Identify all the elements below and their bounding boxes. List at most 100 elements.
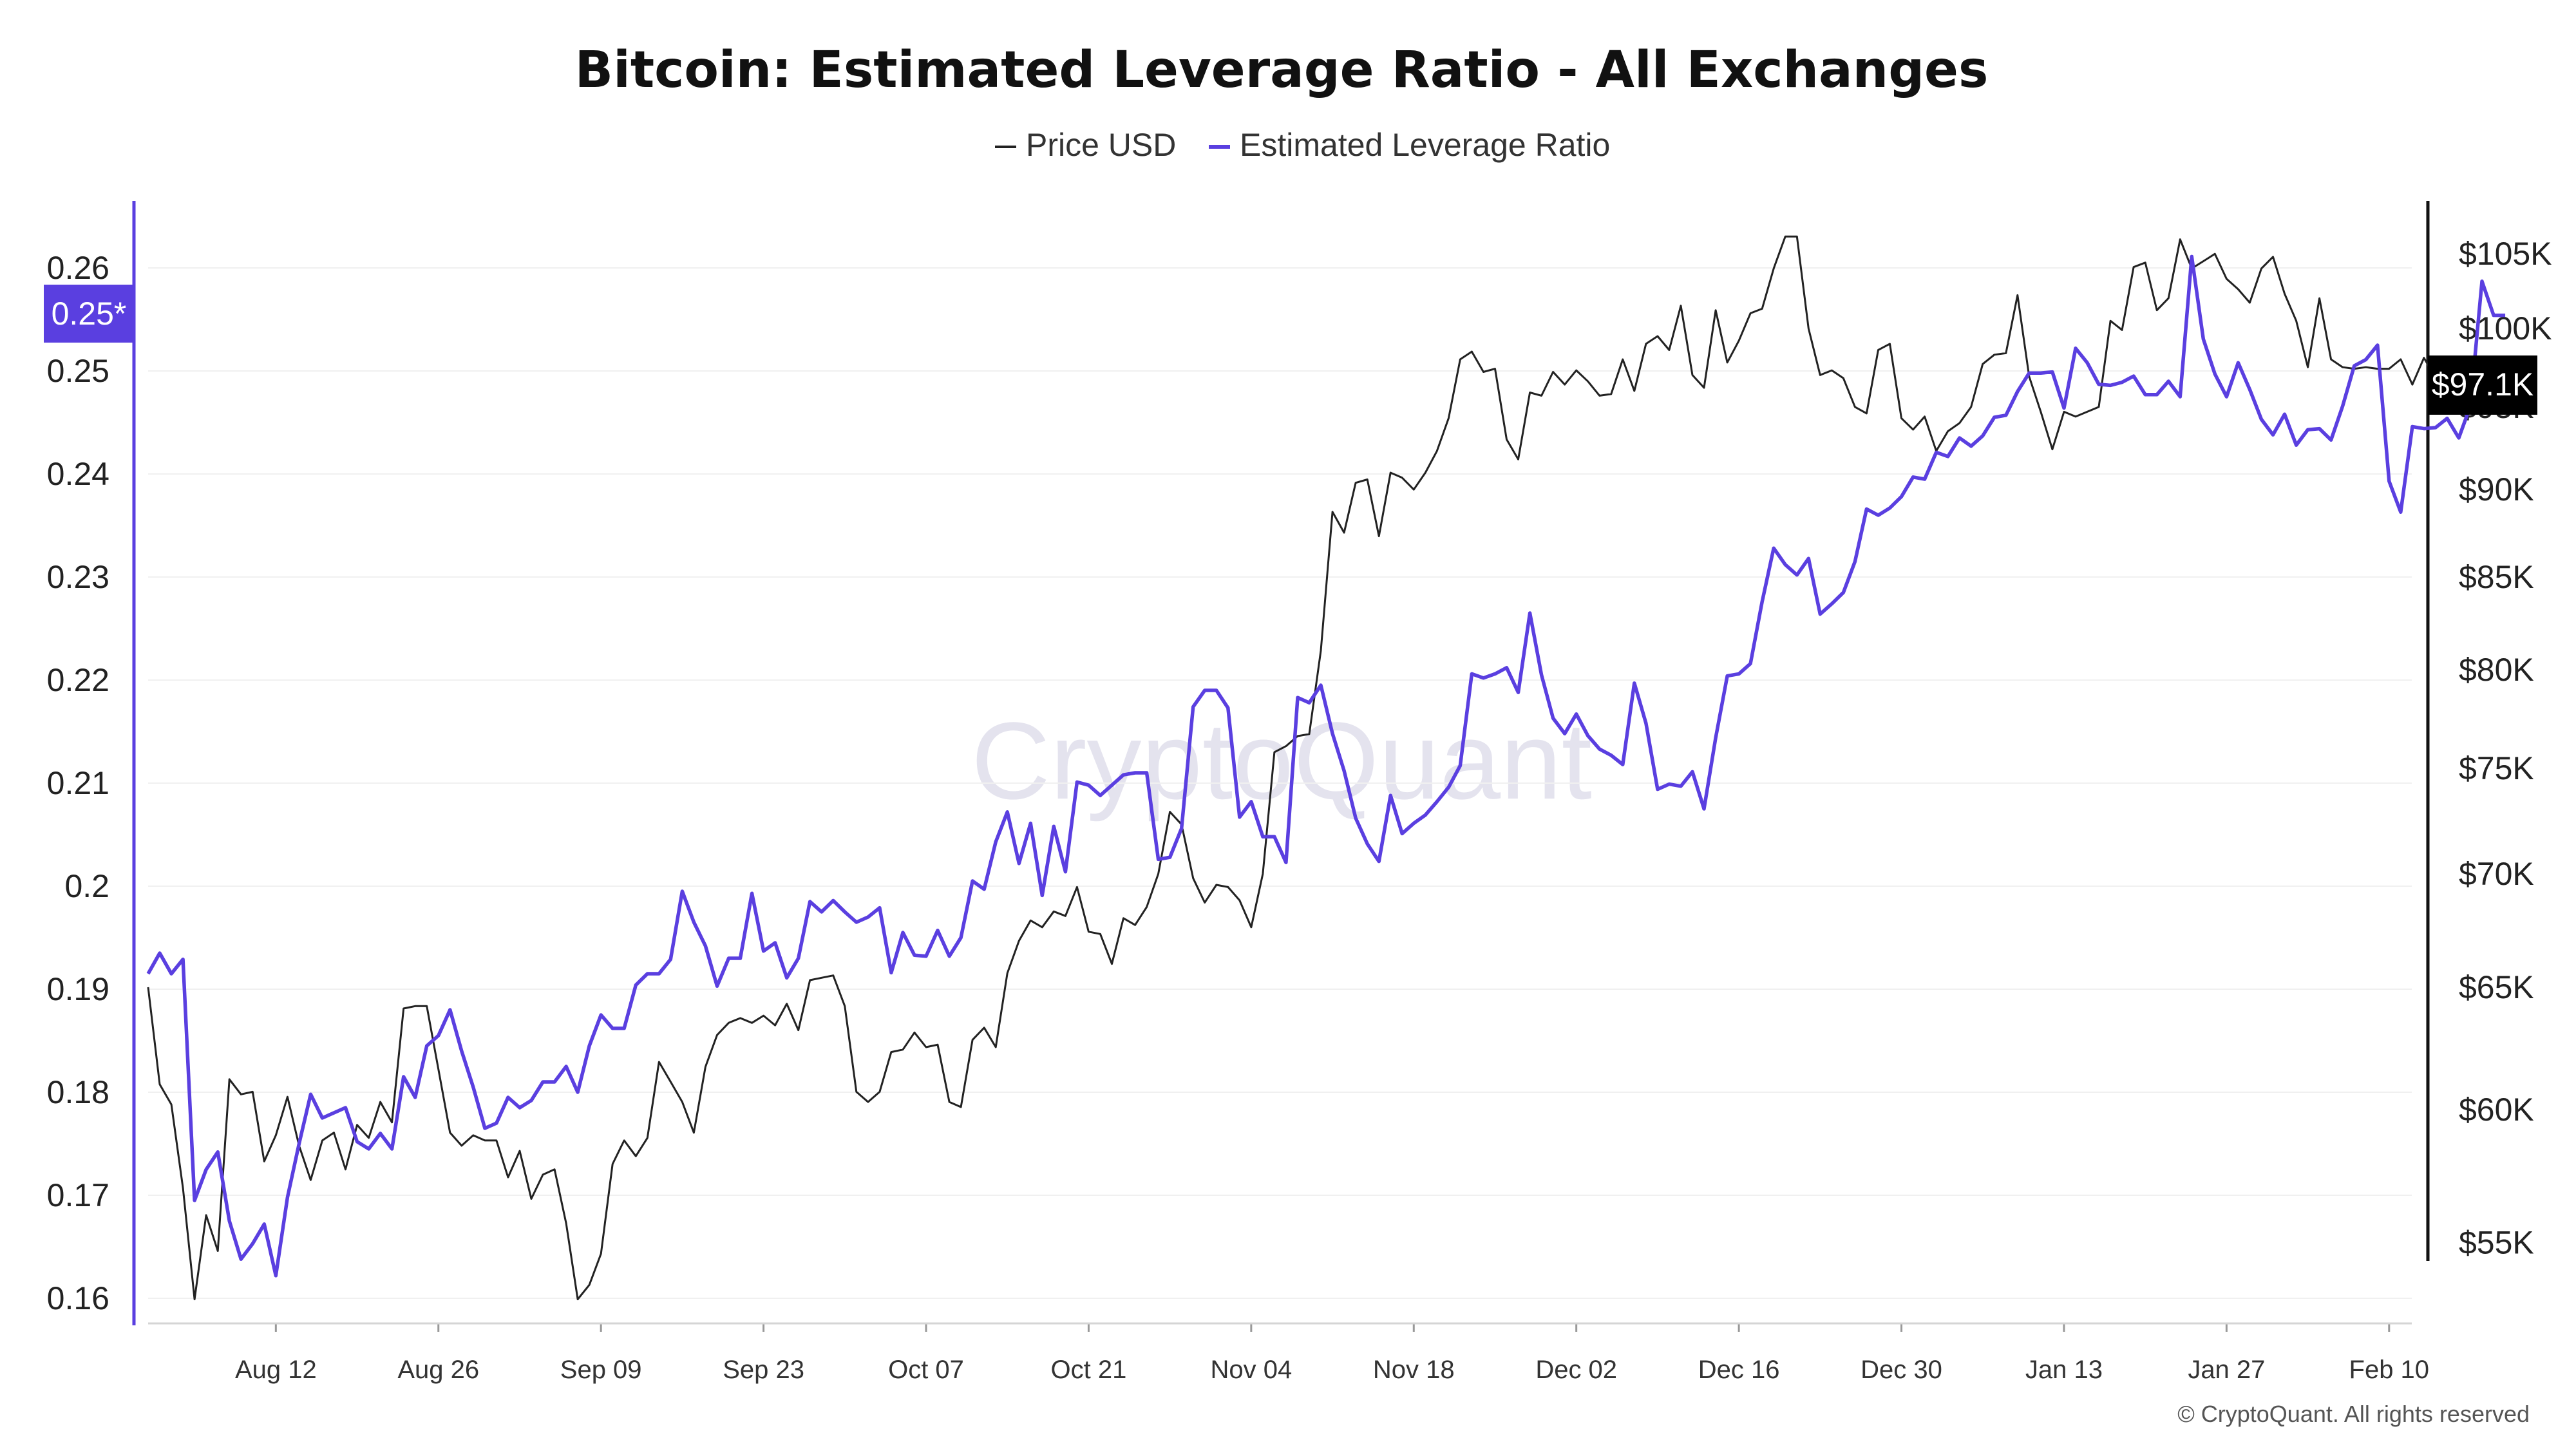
left-tick-label: 0.2 [64, 868, 109, 904]
price-usd-point [2110, 320, 2111, 321]
price-usd-point [1750, 312, 1751, 314]
price-usd-point [1227, 886, 1229, 887]
leverage-ratio-point [1506, 667, 1508, 668]
price-usd-point [531, 1198, 532, 1200]
price-usd-point [1587, 381, 1589, 382]
leverage-ratio-point [298, 1143, 299, 1144]
leverage-ratio-point [1738, 673, 1739, 674]
leverage-ratio-point [2156, 394, 2157, 395]
leverage-ratio-point [693, 922, 694, 923]
leverage-ratio-point [1320, 685, 1321, 686]
leverage-ratio-point [450, 1009, 451, 1010]
price-usd-point [2191, 268, 2192, 269]
leverage-ratio-point [670, 959, 671, 960]
price-usd-point [263, 1160, 265, 1162]
legend-item-price[interactable]: Price USD [995, 127, 1176, 163]
chart-title: Bitcoin: Estimated Leverage Ratio - All … [575, 41, 1989, 99]
leverage-ratio-point [1495, 673, 1496, 674]
leverage-ratio-point [1053, 826, 1054, 827]
leverage-ratio-point [275, 1275, 276, 1276]
leverage-ratio-point [1262, 836, 1264, 837]
leverage-ratio-point [1785, 564, 1786, 565]
price-usd-point [1541, 395, 1542, 396]
leverage-ratio-point [937, 930, 938, 931]
leverage-ratio-point [1842, 592, 1844, 593]
price-usd-point [1041, 927, 1043, 928]
leverage-ratio-point [1123, 774, 1124, 775]
leverage-ratio-point [2400, 511, 2401, 513]
leverage-ratio-point [2505, 315, 2506, 316]
price-usd-point [2377, 368, 2378, 370]
price-usd-point [252, 1091, 253, 1092]
price-usd-point [902, 1049, 904, 1050]
right-tick-label: $85K [2459, 559, 2534, 595]
leverage-ratio-point [2249, 389, 2250, 390]
price-usd-point [159, 1084, 160, 1085]
leverage-ratio-point [949, 956, 950, 957]
price-usd-point [1285, 746, 1287, 747]
price-usd-point [2307, 366, 2309, 368]
price-usd-point [1343, 532, 1345, 533]
price-usd-point [1692, 374, 1693, 375]
price-usd-point [2121, 329, 2123, 330]
leverage-ratio-point [972, 880, 973, 882]
price-usd-point [1216, 884, 1217, 886]
price-usd-point [1193, 878, 1194, 879]
price-usd-point [960, 1106, 961, 1108]
price-usd-point [2273, 256, 2274, 258]
watermark: CryptoQuant [971, 700, 1592, 822]
leverage-ratio-point [1564, 733, 1566, 734]
price-usd-point [1878, 350, 1879, 351]
leverage-ratio-point [925, 956, 927, 957]
leverage-ratio-point [1518, 692, 1519, 693]
price-usd-point [357, 1124, 358, 1126]
price-usd-point [1866, 413, 1867, 414]
price-usd-point [1761, 308, 1763, 309]
leverage-ratio-point [1819, 614, 1821, 615]
price-usd-point [229, 1079, 230, 1080]
right-tick-label: $105K [2459, 236, 2552, 272]
price-usd-point [589, 1284, 590, 1285]
right-axis: $55K$60K$65K$70K$75K$80K$85K$90K$95K$100… [2459, 236, 2552, 1260]
right-tick-label: $80K [2459, 652, 2534, 688]
price-usd-point [2052, 449, 2053, 450]
price-usd-point [1436, 450, 1437, 451]
price-usd-point [1518, 459, 1519, 460]
price-usd-point [1053, 911, 1054, 912]
price-usd-point [2063, 411, 2065, 412]
leverage-ratio-point [1773, 547, 1774, 549]
leverage-ratio-point [217, 1151, 218, 1153]
leverage-ratio-point [1959, 437, 1960, 439]
leverage-ratio-point [2493, 315, 2494, 316]
price-usd-point [612, 1164, 613, 1165]
price-usd-point [2261, 268, 2262, 269]
price-usd-point [1530, 392, 1531, 393]
legend-item-leverage[interactable]: Estimated Leverage Ratio [1209, 127, 1610, 163]
leverage-ratio-point [1448, 786, 1449, 788]
price-usd-point [798, 1030, 799, 1031]
legend: Price USD Estimated Leverage Ratio [995, 127, 1610, 163]
price-usd-point [217, 1251, 218, 1252]
leverage-ratio-point [2168, 381, 2169, 382]
price-usd-point [1413, 489, 1414, 490]
leverage-ratio-point [891, 972, 892, 973]
leverage-ratio-point [600, 1014, 601, 1016]
leverage-ratio-point [1076, 781, 1077, 782]
leverage-ratio-point [496, 1122, 497, 1124]
price-usd-point [1796, 236, 1797, 237]
left-tick-label: 0.22 [47, 662, 109, 698]
leverage-ratio-point [2435, 427, 2436, 428]
leverage-ratio-point [322, 1117, 323, 1119]
leverage-ratio-point [229, 1220, 230, 1222]
leverage-ratio-point [1936, 451, 1937, 453]
left-tick-label: 0.23 [47, 559, 109, 595]
price-usd-point [1680, 305, 1681, 307]
price-usd-point [1913, 429, 1914, 430]
leverage-ratio-point [2389, 480, 2390, 482]
price-usd-point [949, 1101, 950, 1103]
leverage-ratio-point [1007, 811, 1008, 813]
leverage-ratio-point [368, 1148, 370, 1150]
price-usd-point [1204, 902, 1206, 904]
x-tick-label: Feb 10 [2349, 1356, 2430, 1384]
price-usd-point [752, 1022, 753, 1023]
